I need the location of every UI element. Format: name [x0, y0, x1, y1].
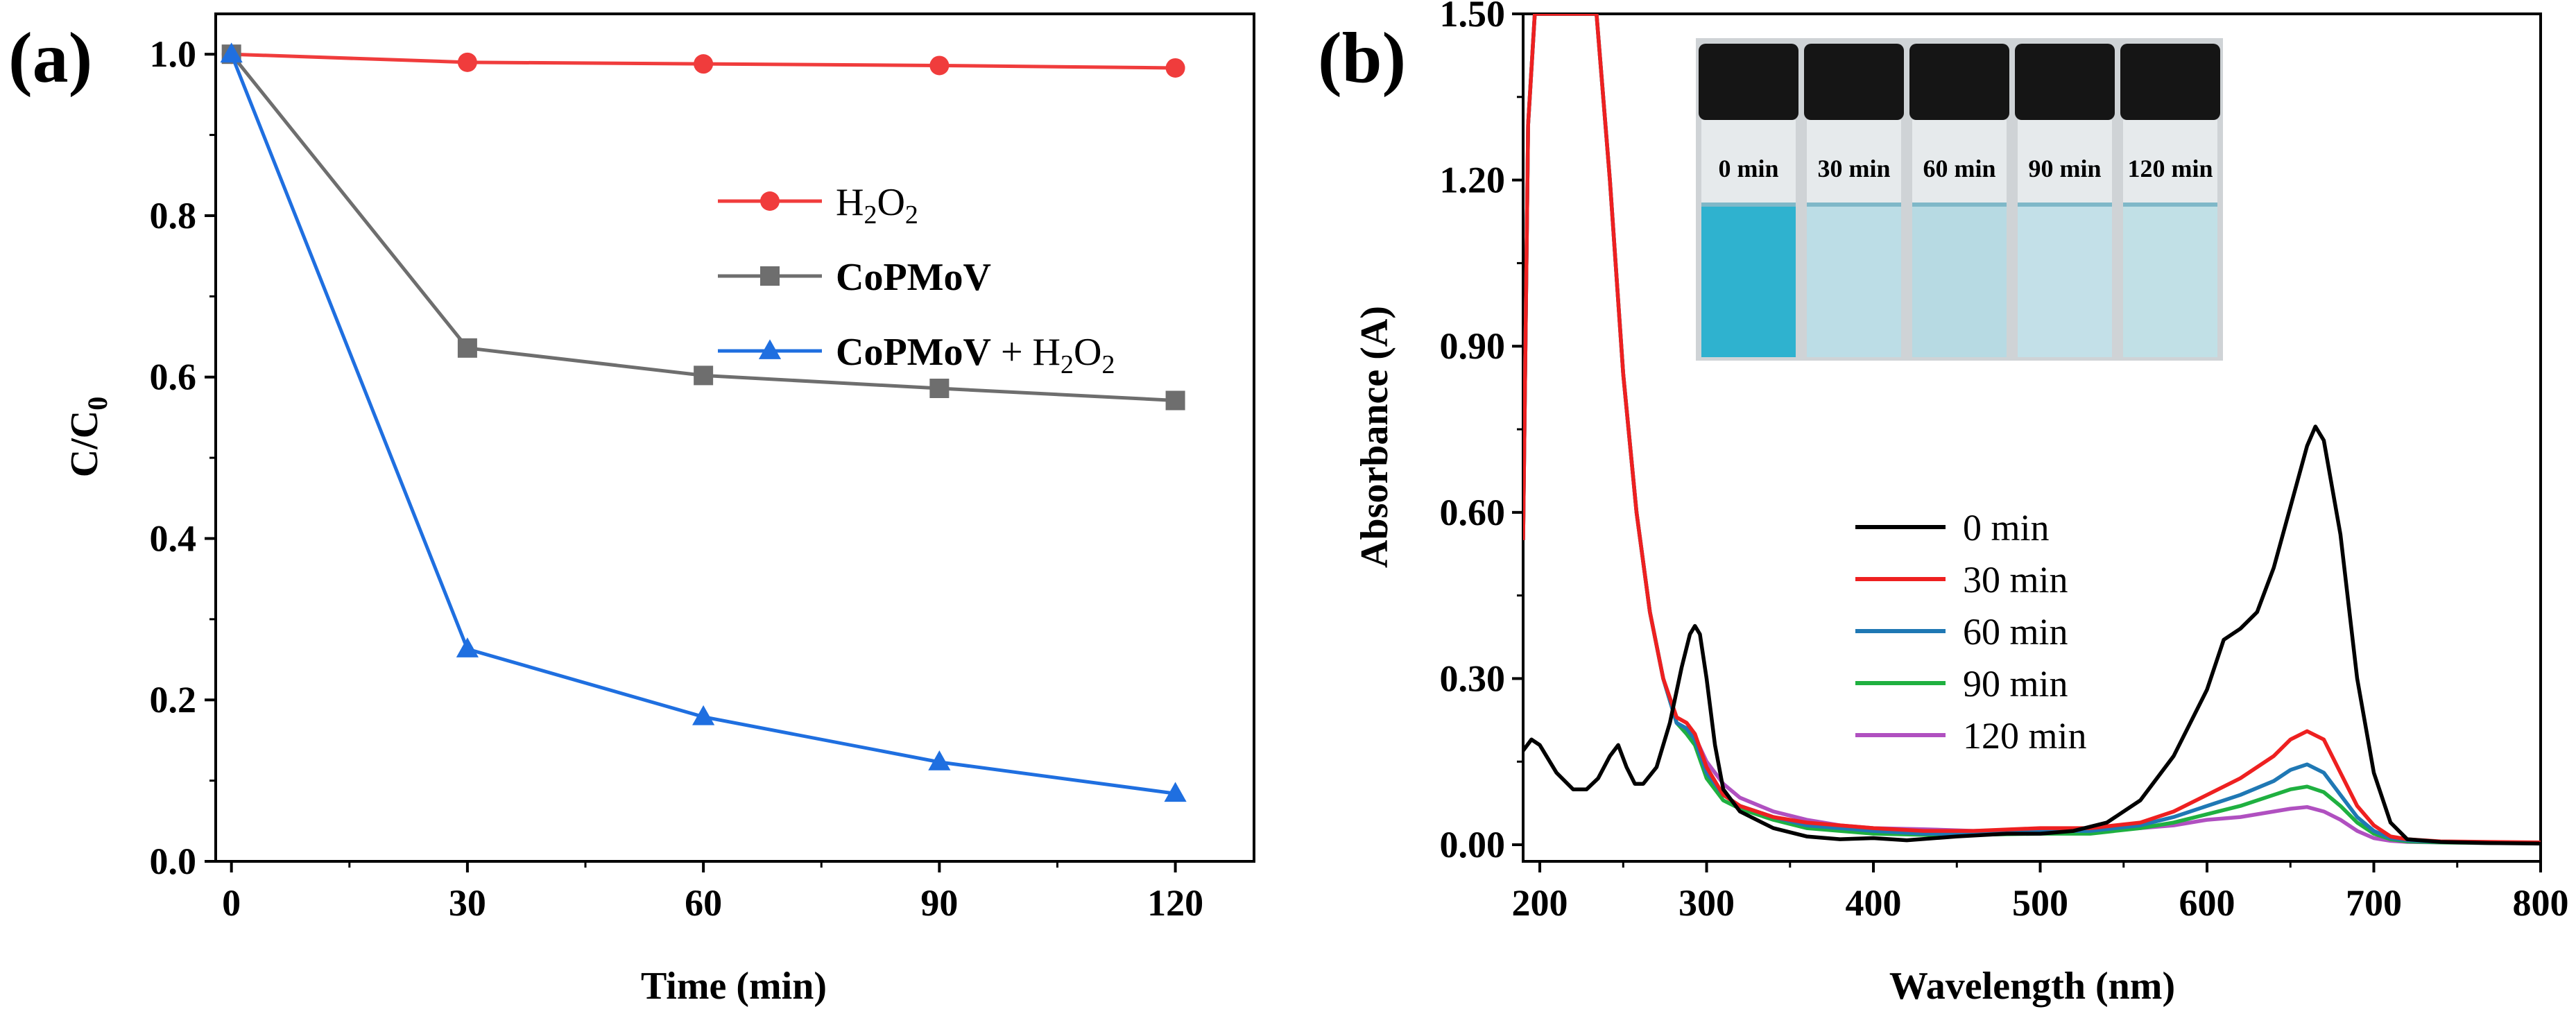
spectrum-0-min: [1523, 424, 2541, 846]
panel-b-xtick-label: 500: [2012, 882, 2068, 924]
legend-item: 0 min: [1855, 507, 2050, 549]
legend-label: 0 min: [1963, 507, 2050, 549]
legend-item: CoPMoV + H2O2: [718, 331, 1115, 379]
panel-b-xtick-label: 400: [1846, 882, 1902, 924]
vial: 120 min: [2120, 44, 2220, 357]
panel-b-letter: (b): [1318, 18, 1406, 98]
legend-label: 90 min: [1963, 663, 2068, 705]
data-point: [929, 379, 950, 399]
vial: 90 min: [2015, 44, 2115, 357]
panel-a-ytick-label: 0.0: [150, 841, 197, 882]
data-point: [220, 42, 243, 63]
vial-liquid: [2123, 205, 2217, 357]
panel-b-ytick-label: 0.30: [1440, 657, 1506, 699]
panel-b-xtick-label: 200: [1512, 882, 1568, 924]
data-point: [928, 750, 951, 770]
data-point: [692, 705, 715, 725]
series-copmov-h2o2: [220, 42, 1187, 802]
legend-item: 60 min: [1855, 611, 2068, 653]
vial-cap: [2015, 44, 2115, 120]
vial-label: 60 min: [1923, 155, 1995, 182]
legend-label: H2O2: [836, 181, 918, 230]
panel-b-xtick-label: 300: [1678, 882, 1735, 924]
vial-liquid: [1807, 205, 1901, 357]
legend-label: 120 min: [1963, 715, 2087, 757]
vial: 30 min: [1804, 44, 1904, 357]
panel-b-ytick-label: 0.60: [1440, 492, 1506, 533]
data-point: [694, 54, 714, 74]
panel-a-letter: (a): [8, 18, 92, 98]
panel-a-xtick-label: 60: [685, 882, 722, 924]
series-line: [230, 53, 1176, 795]
panel-b-ytick-label: 0.00: [1440, 824, 1506, 866]
panel-b-xtick-label: 700: [2346, 882, 2402, 924]
panel-b-legend: 0 min 30 min 60 min 90 min 120 min: [1855, 507, 2087, 757]
data-point: [1164, 782, 1187, 802]
data-point: [1165, 58, 1185, 78]
panel-b: (b) 200 300 400 500 600 700 800 0.00 0.30 0.60 0.9…: [1318, 0, 2569, 1008]
vial-label: 90 min: [2028, 155, 2101, 182]
vial-liquid: [2018, 205, 2112, 357]
legend-item: 120 min: [1855, 715, 2087, 757]
legend-item: CoPMoV: [718, 256, 991, 299]
panel-b-ytick-label: 1.20: [1440, 160, 1506, 201]
panel-a-xtick-label: 90: [920, 882, 958, 924]
panel-a-ytick-label: 0.8: [150, 195, 197, 236]
data-point: [694, 365, 714, 386]
vials-photo-inset: 0 min 30 min 60 min 90 min 120 min: [1696, 38, 2223, 361]
data-point: [457, 52, 477, 72]
legend-item: 30 min: [1855, 559, 2068, 601]
vial: 60 min: [1909, 44, 2009, 357]
panel-a-xtick-label: 30: [449, 882, 486, 924]
data-point: [456, 637, 479, 657]
data-point: [760, 266, 780, 286]
vial-label: 0 min: [1718, 155, 1778, 182]
panel-b-ylabel: Absorbance (A): [1353, 306, 1396, 568]
data-point: [760, 191, 780, 211]
panel-a-ytick-label: 1.0: [150, 33, 197, 75]
panel-a-xtick-label: 0: [222, 882, 241, 924]
vial-label: 30 min: [1817, 155, 1890, 182]
panel-a-xtick-label: 120: [1147, 882, 1203, 924]
legend-label: CoPMoV: [836, 256, 991, 299]
legend-label: 30 min: [1963, 559, 2068, 601]
panel-a-ytick-label: 0.4: [150, 517, 197, 559]
legend-item: H2O2: [718, 181, 918, 230]
panel-b-ytick-label: 0.90: [1440, 325, 1506, 367]
spectrum-90-min: [1523, 14, 2541, 845]
spectrum-30-min: [1523, 14, 2541, 845]
panel-a-legend: H2O2 CoPMoV CoPMoV + H2O2: [718, 181, 1115, 379]
vial-label: 120 min: [2127, 155, 2213, 182]
data-point: [1165, 390, 1185, 411]
data-point: [758, 339, 782, 359]
panel-b-ytick-label: 1.50: [1440, 0, 1506, 35]
vial-liquid: [1701, 205, 1796, 357]
vial-cap: [2120, 44, 2220, 120]
vial-liquid: [1912, 205, 2007, 357]
panel-a-xlabel: Time (min): [641, 965, 827, 1008]
panel-b-xlabel: Wavelength (nm): [1889, 965, 2175, 1008]
panel-a-plot-frame: [214, 12, 1255, 863]
data-point: [929, 55, 950, 76]
data-point: [457, 338, 477, 358]
panel-a-ytick-label: 0.2: [150, 679, 197, 721]
vial-cap: [1699, 44, 1798, 120]
legend-label: 60 min: [1963, 611, 2068, 653]
panel-a-ytick-label: 0.6: [150, 356, 197, 398]
legend-item: 90 min: [1855, 663, 2068, 705]
panel-b-xtick-label: 600: [2179, 882, 2235, 924]
legend-label: CoPMoV + H2O2: [836, 331, 1115, 379]
panel-a-ylabel: C/C0: [63, 397, 113, 477]
vial-cap: [1804, 44, 1904, 120]
vial: 0 min: [1699, 44, 1798, 357]
vial-cap: [1909, 44, 2009, 120]
series-h2o2: [221, 44, 1185, 78]
panel-a: (a) 0 30 60 90 120 0.0 0.2 0.4 0.6 0.8 1.0 Time (m…: [8, 12, 1255, 1008]
panel-b-xtick-label: 800: [2513, 882, 2569, 924]
spectrum-60-min: [1523, 14, 2541, 845]
